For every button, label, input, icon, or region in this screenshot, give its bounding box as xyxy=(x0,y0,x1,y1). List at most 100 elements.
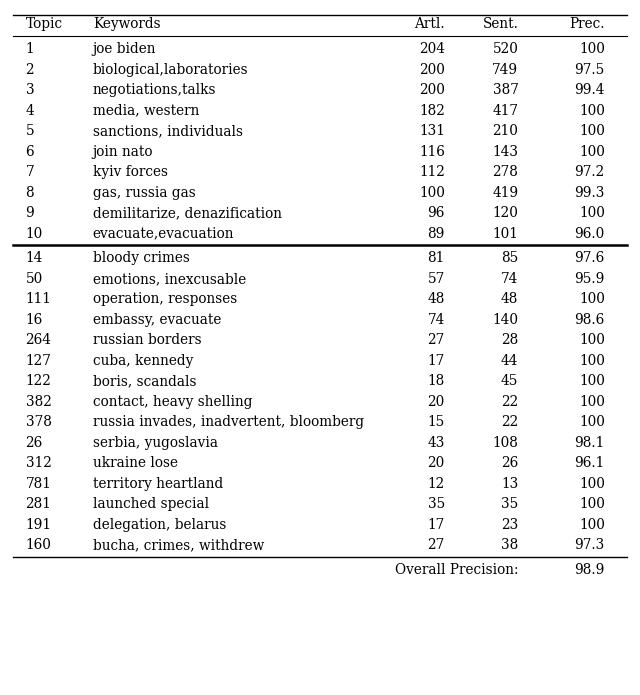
Text: demilitarize, denazification: demilitarize, denazification xyxy=(93,206,282,220)
Text: 281: 281 xyxy=(26,498,51,512)
Text: Artl.: Artl. xyxy=(414,17,445,31)
Text: serbia, yugoslavia: serbia, yugoslavia xyxy=(93,436,218,450)
Text: 520: 520 xyxy=(493,42,518,56)
Text: 96.0: 96.0 xyxy=(575,227,605,240)
Text: 100: 100 xyxy=(579,145,605,158)
Text: 99.3: 99.3 xyxy=(575,186,605,199)
Text: 10: 10 xyxy=(26,227,43,240)
Text: 100: 100 xyxy=(579,334,605,348)
Text: bloody crimes: bloody crimes xyxy=(93,252,189,265)
Text: 95.9: 95.9 xyxy=(575,272,605,286)
Text: 378: 378 xyxy=(26,416,51,430)
Text: 98.6: 98.6 xyxy=(575,313,605,327)
Text: biological,laboratories: biological,laboratories xyxy=(93,63,248,76)
Text: embassy, evacuate: embassy, evacuate xyxy=(93,313,221,327)
Text: Sent.: Sent. xyxy=(483,17,518,31)
Text: 96.1: 96.1 xyxy=(575,457,605,471)
Text: 122: 122 xyxy=(26,375,51,389)
Text: operation, responses: operation, responses xyxy=(93,293,237,306)
Text: 100: 100 xyxy=(579,104,605,117)
Text: emotions, inexcusable: emotions, inexcusable xyxy=(93,272,246,286)
Text: 48: 48 xyxy=(501,293,518,306)
Text: 12: 12 xyxy=(428,477,445,491)
Text: 98.1: 98.1 xyxy=(575,436,605,450)
Text: 419: 419 xyxy=(492,186,518,199)
Text: media, western: media, western xyxy=(93,104,199,117)
Text: 97.6: 97.6 xyxy=(575,252,605,265)
Text: 182: 182 xyxy=(419,104,445,117)
Text: gas, russia gas: gas, russia gas xyxy=(93,186,196,199)
Text: russian borders: russian borders xyxy=(93,334,202,348)
Text: 1: 1 xyxy=(26,42,34,56)
Text: 387: 387 xyxy=(493,83,518,97)
Text: 210: 210 xyxy=(493,124,518,138)
Text: 101: 101 xyxy=(493,227,518,240)
Text: 8: 8 xyxy=(26,186,34,199)
Text: russia invades, inadvertent, bloomberg: russia invades, inadvertent, bloomberg xyxy=(93,416,364,430)
Text: 781: 781 xyxy=(26,477,51,491)
Text: boris, scandals: boris, scandals xyxy=(93,375,196,389)
Text: 131: 131 xyxy=(419,124,445,138)
Text: 22: 22 xyxy=(501,416,518,430)
Text: delegation, belarus: delegation, belarus xyxy=(93,518,226,532)
Text: 13: 13 xyxy=(501,477,518,491)
Text: 111: 111 xyxy=(26,293,51,306)
Text: 97.5: 97.5 xyxy=(575,63,605,76)
Text: join nato: join nato xyxy=(93,145,154,158)
Text: 14: 14 xyxy=(26,252,43,265)
Text: 140: 140 xyxy=(492,313,518,327)
Text: 749: 749 xyxy=(492,63,518,76)
Text: 100: 100 xyxy=(579,293,605,306)
Text: 312: 312 xyxy=(26,457,51,471)
Text: 23: 23 xyxy=(501,518,518,532)
Text: 28: 28 xyxy=(501,334,518,348)
Text: 120: 120 xyxy=(493,206,518,220)
Text: 100: 100 xyxy=(579,518,605,532)
Text: 50: 50 xyxy=(26,272,43,286)
Text: ukraine lose: ukraine lose xyxy=(93,457,178,471)
Text: 112: 112 xyxy=(419,165,445,179)
Text: negotiations,talks: negotiations,talks xyxy=(93,83,216,97)
Text: 74: 74 xyxy=(428,313,445,327)
Text: territory heartland: territory heartland xyxy=(93,477,223,491)
Text: 7: 7 xyxy=(26,165,34,179)
Text: 4: 4 xyxy=(26,104,35,117)
Text: 160: 160 xyxy=(26,539,51,553)
Text: 38: 38 xyxy=(501,539,518,553)
Text: 191: 191 xyxy=(26,518,52,532)
Text: 27: 27 xyxy=(428,334,445,348)
Text: 100: 100 xyxy=(579,375,605,389)
Text: 97.3: 97.3 xyxy=(575,539,605,553)
Text: 48: 48 xyxy=(428,293,445,306)
Text: 278: 278 xyxy=(493,165,518,179)
Text: 26: 26 xyxy=(501,457,518,471)
Text: kyiv forces: kyiv forces xyxy=(93,165,168,179)
Text: 27: 27 xyxy=(428,539,445,553)
Text: 17: 17 xyxy=(428,518,445,532)
Text: 417: 417 xyxy=(492,104,518,117)
Text: 6: 6 xyxy=(26,145,34,158)
Text: 89: 89 xyxy=(428,227,445,240)
Text: 57: 57 xyxy=(428,272,445,286)
Text: 74: 74 xyxy=(501,272,518,286)
Text: 100: 100 xyxy=(579,354,605,368)
Text: joe biden: joe biden xyxy=(93,42,156,56)
Text: 116: 116 xyxy=(419,145,445,158)
Text: Overall Precision:: Overall Precision: xyxy=(395,563,518,577)
Text: sanctions, individuals: sanctions, individuals xyxy=(93,124,243,138)
Text: Keywords: Keywords xyxy=(93,17,161,31)
Text: bucha, crimes, withdrew: bucha, crimes, withdrew xyxy=(93,539,264,553)
Text: Topic: Topic xyxy=(26,17,63,31)
Text: launched special: launched special xyxy=(93,498,209,512)
Text: 20: 20 xyxy=(428,395,445,409)
Text: 26: 26 xyxy=(26,436,43,450)
Text: 45: 45 xyxy=(501,375,518,389)
Text: 100: 100 xyxy=(579,477,605,491)
Text: Prec.: Prec. xyxy=(570,17,605,31)
Text: 35: 35 xyxy=(501,498,518,512)
Text: 100: 100 xyxy=(579,42,605,56)
Text: 100: 100 xyxy=(579,416,605,430)
Text: 200: 200 xyxy=(419,83,445,97)
Text: 200: 200 xyxy=(419,63,445,76)
Text: 35: 35 xyxy=(428,498,445,512)
